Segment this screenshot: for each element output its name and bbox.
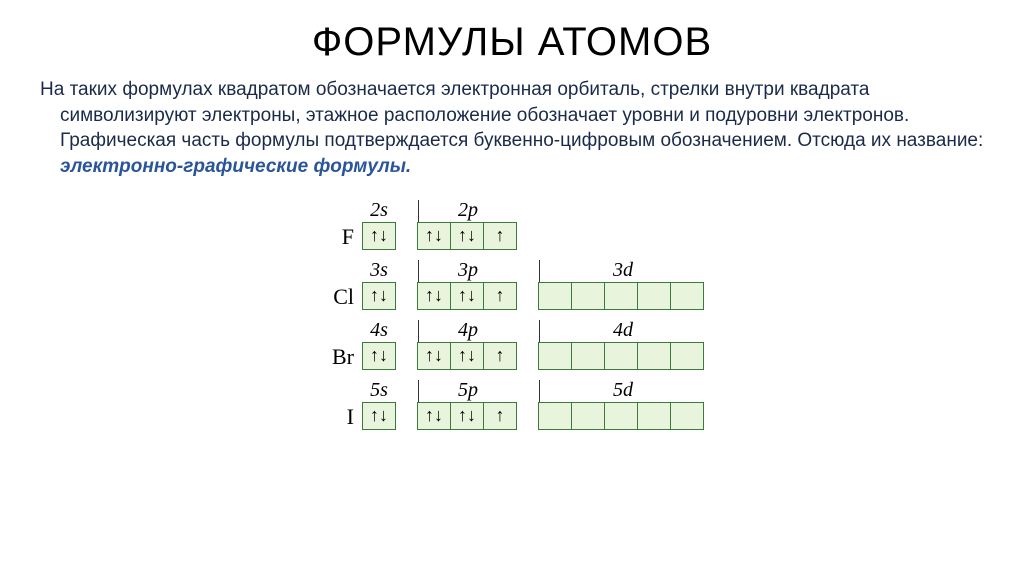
orbital-cell: ↑↓: [362, 282, 396, 310]
orbital-group: ↑↓: [362, 282, 396, 312]
orbital-group: ↑↓: [362, 402, 396, 432]
orbital-cell: [604, 342, 638, 370]
page-title: ФОРМУЛЫ АТОМОВ: [40, 20, 984, 65]
orbital-label: 5s: [362, 379, 396, 402]
orbital-label: 4d: [540, 319, 706, 342]
orbital-label: 5d: [540, 379, 706, 402]
orbital-group: [539, 402, 704, 432]
element-symbol: F: [318, 222, 362, 252]
orbital-label: 2s: [362, 199, 396, 222]
orbital-cell: ↑: [483, 342, 517, 370]
orbital-cell: ↑↓: [450, 342, 484, 370]
orbital-label: 5p: [418, 379, 518, 402]
description-emphasis: электронно-графические формулы.: [60, 156, 411, 177]
orbital-cell: [670, 282, 704, 310]
description-text: На таких формулах квадратом обозначается…: [40, 79, 983, 151]
orbital-group: ↑↓: [362, 222, 396, 252]
orbital-cell: [670, 342, 704, 370]
orbital-cell: [571, 282, 605, 310]
orbital-cell: [604, 402, 638, 430]
element-symbol: I: [318, 402, 362, 432]
orbital-label: 3s: [362, 259, 396, 282]
orbital-cell: ↑: [483, 222, 517, 250]
orbital-cell: [670, 402, 704, 430]
orbital-cell: ↑↓: [450, 402, 484, 430]
orbital-cell: [604, 282, 638, 310]
orbital-cell: [571, 342, 605, 370]
orbital-label: 3p: [418, 259, 518, 282]
orbital-cell: ↑: [483, 282, 517, 310]
orbital-label: 2p: [418, 199, 518, 222]
element-symbol: Cl: [318, 282, 362, 312]
orbital-cell: [571, 402, 605, 430]
element-symbol: Br: [318, 342, 362, 372]
orbital-cell: [538, 402, 572, 430]
orbital-cell: [538, 342, 572, 370]
orbital-row: 4s4p4dBr↑↓↑↓↑↓↑: [318, 320, 706, 372]
orbital-label: 4p: [418, 319, 518, 342]
orbital-cell: ↑↓: [417, 282, 451, 310]
orbital-cell: ↑↓: [362, 222, 396, 250]
orbital-label: 3d: [540, 259, 706, 282]
orbital-group: ↑↓↑↓↑: [418, 402, 517, 432]
orbital-group: ↑↓: [362, 342, 396, 372]
orbital-label: 4s: [362, 319, 396, 342]
orbital-row: 5s5p5dI↑↓↑↓↑↓↑: [318, 380, 706, 432]
orbital-cell: ↑: [483, 402, 517, 430]
orbital-cell: [538, 282, 572, 310]
description-paragraph: На таких формулах квадратом обозначается…: [40, 77, 984, 180]
orbital-cell: ↑↓: [417, 342, 451, 370]
orbital-cell: [637, 282, 671, 310]
orbital-cell: ↑↓: [450, 282, 484, 310]
orbital-group: ↑↓↑↓↑: [418, 282, 517, 312]
orbital-group: ↑↓↑↓↑: [418, 342, 517, 372]
orbital-cell: [637, 342, 671, 370]
orbital-row: 3s3p3dCl↑↓↑↓↑↓↑: [318, 260, 706, 312]
orbital-cell: ↑↓: [417, 402, 451, 430]
orbital-group: [539, 342, 704, 372]
orbital-cell: ↑↓: [450, 222, 484, 250]
orbital-cell: ↑↓: [417, 222, 451, 250]
orbital-diagram: 2s2pF↑↓↑↓↑↓↑3s3p3dCl↑↓↑↓↑↓↑4s4p4dBr↑↓↑↓↑…: [318, 200, 706, 432]
orbital-group: [539, 282, 704, 312]
orbital-group: ↑↓↑↓↑: [418, 222, 517, 252]
orbital-cell: [637, 402, 671, 430]
orbital-cell: ↑↓: [362, 402, 396, 430]
orbital-row: 2s2pF↑↓↑↓↑↓↑: [318, 200, 706, 252]
orbital-cell: ↑↓: [362, 342, 396, 370]
